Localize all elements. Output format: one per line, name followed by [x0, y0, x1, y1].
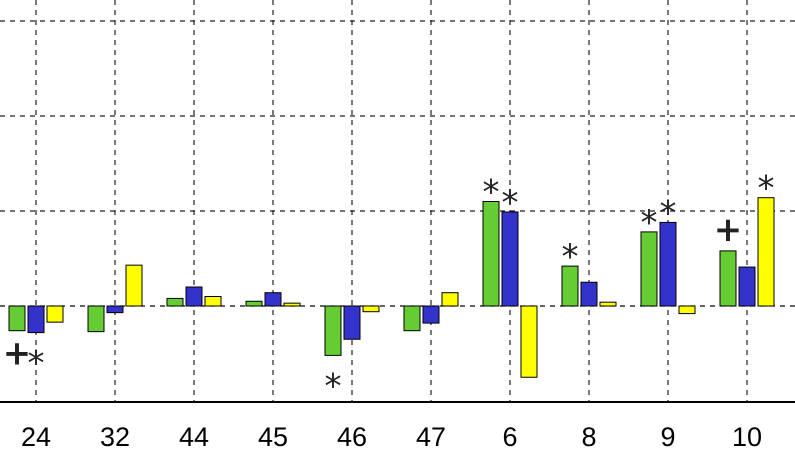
- bar-46-series-1: [324, 305, 342, 356]
- x-tick-label-44: 44: [179, 422, 209, 452]
- x-tick-label-6: 6: [502, 422, 517, 452]
- bar-47-series-1: [403, 305, 421, 332]
- x-tick-label-47: 47: [416, 422, 446, 452]
- bar-24-series-1: [8, 305, 26, 332]
- x-tick-label-32: 32: [100, 422, 130, 452]
- x-tick-labels: 24 32 44 45 46 47 6 8 9 10: [21, 422, 762, 452]
- bar-47-series-3: [441, 292, 459, 307]
- asterisk-marker: *: [28, 344, 45, 384]
- x-tick-label-9: 9: [660, 422, 675, 452]
- x-tick-label-46: 46: [337, 422, 367, 452]
- bar-44-series-1: [166, 297, 184, 307]
- bar-10-series-1: [719, 250, 737, 307]
- annotation-markers: +*** *** * +*: [3, 169, 775, 407]
- bar-46-series-3: [362, 305, 380, 313]
- bar-24-series-3: [46, 305, 64, 323]
- x-tick-label-24: 24: [21, 422, 51, 452]
- bar-6-series-1: [482, 201, 500, 307]
- bar-8-series-2: [580, 281, 598, 307]
- bar-45-series-3: [283, 302, 301, 307]
- asterisk-marker: *: [502, 183, 519, 223]
- x-tick-label-45: 45: [258, 422, 288, 452]
- bar-10-series-2: [738, 266, 756, 307]
- bar-6-series-2: [501, 211, 519, 307]
- bar-10-series-3: [757, 197, 775, 307]
- asterisk-marker: *: [483, 173, 500, 213]
- x-tick-label-8: 8: [581, 422, 596, 452]
- x-tick-label-10: 10: [732, 422, 762, 452]
- bar-32-series-3: [125, 264, 143, 307]
- bar-44-series-3: [204, 296, 222, 307]
- bars: [8, 197, 775, 378]
- bar-9-series-3: [678, 305, 696, 315]
- asterisk-marker: *: [758, 169, 775, 209]
- bar-32-series-2: [106, 305, 124, 314]
- bar-9-series-2: [659, 221, 677, 307]
- asterisk-marker: *: [641, 203, 658, 243]
- bar-8-series-1: [561, 265, 579, 307]
- bar-45-series-2: [264, 292, 282, 307]
- bar-6-series-3: [520, 305, 538, 378]
- bar-8-series-3: [599, 301, 617, 307]
- bar-47-series-2: [422, 305, 440, 324]
- asterisk-marker: *: [325, 366, 342, 406]
- bar-45-series-1: [245, 300, 263, 307]
- asterisk-marker: *: [562, 237, 579, 277]
- plus-marker: +: [714, 210, 743, 250]
- asterisk-marker: *: [660, 193, 677, 233]
- bar-44-series-2: [185, 286, 203, 307]
- plus-marker: +: [3, 334, 32, 374]
- bar-32-series-1: [87, 305, 105, 333]
- bar-46-series-2: [343, 305, 361, 340]
- bar-9-series-1: [640, 231, 658, 307]
- bar-24-series-2: [27, 305, 45, 334]
